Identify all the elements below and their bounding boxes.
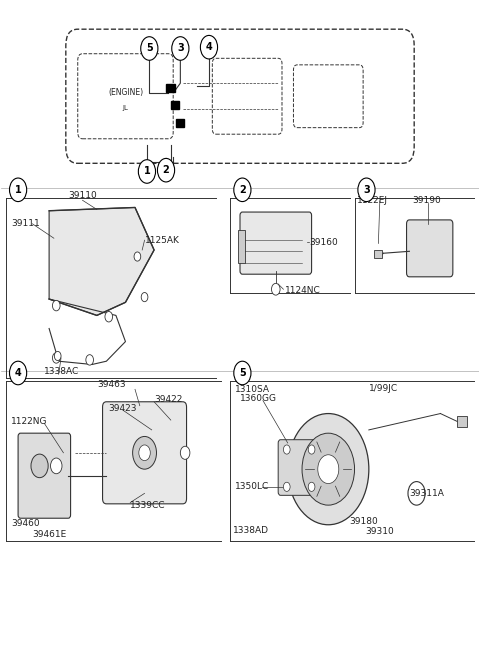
Circle shape — [50, 458, 62, 474]
Text: 4: 4 — [15, 368, 22, 378]
Text: 4: 4 — [205, 42, 212, 52]
Bar — [238, 231, 245, 263]
Circle shape — [308, 482, 315, 491]
Text: 1350LC: 1350LC — [235, 482, 269, 491]
Circle shape — [52, 353, 60, 363]
Bar — [176, 119, 184, 127]
Text: 1310SA: 1310SA — [235, 385, 270, 394]
Text: 39190: 39190 — [413, 196, 442, 206]
Circle shape — [234, 361, 251, 385]
Text: 1122NG: 1122NG — [11, 417, 48, 426]
Text: 5: 5 — [239, 368, 246, 378]
Circle shape — [408, 482, 425, 505]
Circle shape — [10, 178, 27, 202]
Text: 39460: 39460 — [11, 519, 39, 528]
FancyBboxPatch shape — [212, 58, 282, 134]
Circle shape — [105, 311, 113, 322]
Circle shape — [234, 178, 251, 202]
FancyBboxPatch shape — [293, 65, 363, 127]
Circle shape — [283, 445, 290, 454]
Text: 5: 5 — [146, 43, 153, 53]
Text: 39423: 39423 — [109, 404, 137, 413]
Text: 1: 1 — [15, 185, 22, 195]
Text: 1339CC: 1339CC — [130, 501, 166, 510]
Circle shape — [138, 160, 156, 183]
Text: 39180: 39180 — [350, 517, 379, 526]
Text: 39310: 39310 — [365, 527, 394, 536]
Text: 1/99JC: 1/99JC — [369, 384, 398, 393]
Circle shape — [172, 37, 189, 60]
Text: 1124NC: 1124NC — [285, 286, 321, 295]
Circle shape — [288, 413, 369, 525]
Text: 39422: 39422 — [154, 395, 182, 403]
Text: 1338AD: 1338AD — [233, 526, 269, 535]
Circle shape — [308, 445, 315, 454]
Text: 1125AK: 1125AK — [144, 236, 180, 244]
Circle shape — [283, 482, 290, 491]
Text: 2: 2 — [239, 185, 246, 195]
Bar — [457, 416, 467, 426]
Circle shape — [139, 445, 150, 461]
FancyBboxPatch shape — [103, 402, 187, 504]
Circle shape — [302, 433, 355, 505]
FancyBboxPatch shape — [18, 433, 71, 518]
Bar — [373, 250, 382, 258]
Circle shape — [272, 283, 280, 295]
Circle shape — [141, 37, 158, 60]
FancyBboxPatch shape — [240, 212, 312, 274]
Text: 39160: 39160 — [309, 238, 338, 246]
Circle shape — [10, 361, 27, 385]
Text: 1: 1 — [144, 166, 150, 177]
Circle shape — [318, 455, 339, 484]
Circle shape — [134, 252, 141, 261]
Circle shape — [52, 300, 60, 311]
Text: 1338AC: 1338AC — [44, 367, 80, 376]
Text: 39461E: 39461E — [33, 530, 67, 539]
Circle shape — [54, 351, 61, 361]
Bar — [171, 101, 180, 109]
Circle shape — [86, 355, 94, 365]
Text: 2: 2 — [163, 165, 169, 175]
Text: 39311A: 39311A — [409, 489, 444, 498]
Text: 1360GG: 1360GG — [240, 394, 277, 403]
Circle shape — [31, 454, 48, 478]
Text: 1122EJ: 1122EJ — [357, 196, 388, 206]
FancyBboxPatch shape — [407, 220, 453, 277]
Circle shape — [358, 178, 375, 202]
Text: 39111: 39111 — [11, 219, 40, 229]
FancyBboxPatch shape — [66, 29, 414, 164]
Text: 39110: 39110 — [68, 191, 97, 200]
Text: 39463: 39463 — [97, 380, 125, 389]
Circle shape — [141, 292, 148, 302]
Text: (ENGINE): (ENGINE) — [108, 89, 143, 97]
Circle shape — [132, 436, 156, 469]
Text: 3: 3 — [177, 43, 184, 53]
FancyBboxPatch shape — [78, 54, 173, 139]
Circle shape — [157, 158, 175, 182]
Bar — [166, 84, 175, 92]
Polygon shape — [49, 208, 154, 315]
Text: JL: JL — [122, 105, 129, 111]
Text: 3: 3 — [363, 185, 370, 195]
Circle shape — [200, 35, 217, 59]
Circle shape — [180, 446, 190, 459]
FancyBboxPatch shape — [278, 440, 319, 495]
